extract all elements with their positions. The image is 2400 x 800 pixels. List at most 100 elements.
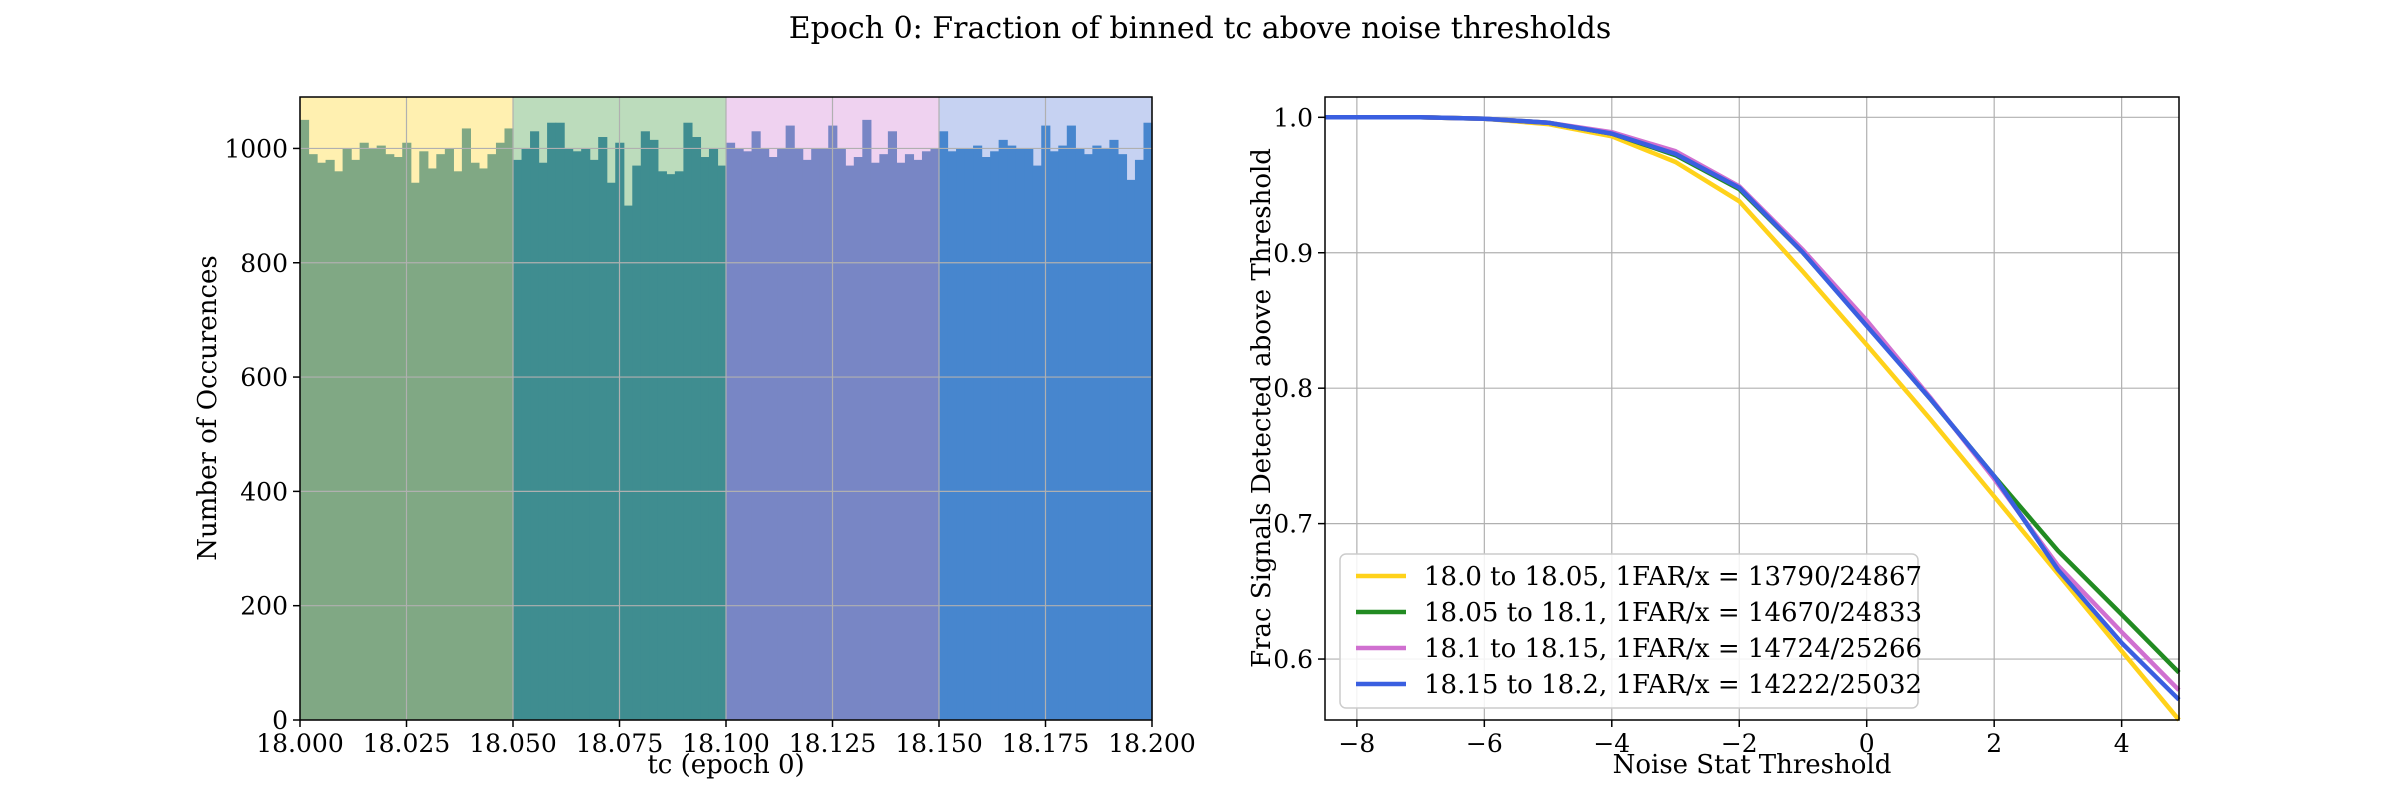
histogram-bar	[811, 148, 821, 720]
x-tick-label: −6	[1466, 729, 1503, 758]
histogram-bar	[342, 148, 352, 720]
histogram-bar	[640, 131, 650, 720]
y-tick-label: 600	[240, 363, 288, 392]
histogram-bar	[513, 159, 523, 720]
y-tick-label: 0	[272, 706, 288, 735]
histogram-bar	[461, 128, 471, 720]
threshold-x-axis-label: Noise Stat Threshold	[1613, 750, 1892, 780]
histogram-bar	[666, 174, 676, 721]
y-tick-label: 1.0	[1273, 103, 1313, 132]
legend-label: 18.15 to 18.2, 1FAR/x = 14222/25032	[1424, 670, 1922, 700]
y-tick-label: 200	[240, 592, 288, 621]
y-tick-label: 1000	[224, 134, 288, 163]
legend-label: 18.05 to 18.1, 1FAR/x = 14670/24833	[1424, 598, 1922, 628]
histogram-bar	[956, 148, 966, 720]
x-tick-label: 0	[1859, 729, 1875, 758]
x-tick-label: 18.175	[1002, 729, 1089, 758]
histogram-bar	[564, 148, 574, 720]
histogram-bar	[1032, 165, 1042, 720]
histogram-bar	[334, 171, 344, 721]
threshold-panel: −8 −6 −4 −2 0 2 4 0.6 0.7 0.8 0.9 1.0 Noise Stat T…	[1247, 96, 2181, 780]
histogram-bar	[913, 159, 923, 720]
histogram-bar	[964, 148, 974, 720]
histogram-bar	[538, 162, 548, 720]
histogram-bar	[589, 159, 599, 720]
legend-label: 18.1 to 18.15, 1FAR/x = 14724/25266	[1424, 634, 1922, 664]
histogram-bar	[879, 154, 889, 721]
histogram-bar	[521, 148, 531, 720]
histogram-bar	[300, 119, 310, 721]
histogram-bar	[921, 151, 932, 721]
y-tick-label: 0.8	[1273, 374, 1313, 403]
histogram-bar	[487, 154, 497, 721]
histogram-bar	[657, 171, 667, 721]
x-tick-label: −8	[1338, 729, 1375, 758]
histogram-bar	[904, 154, 915, 721]
legend-box	[1339, 553, 1919, 709]
histogram-bar	[308, 154, 318, 721]
x-tick-label: 2	[1986, 729, 2002, 758]
histogram-bar	[845, 165, 855, 720]
threshold-y-axis-label: Frac Signals Detected above Threshold	[1247, 148, 1277, 668]
histogram-bar	[785, 125, 795, 720]
histogram-bar	[990, 151, 1000, 721]
histogram-bar	[726, 142, 736, 720]
histogram-bar	[896, 162, 906, 720]
histogram-bar	[1134, 159, 1145, 720]
histogram-bar	[470, 162, 480, 720]
histogram-bar	[376, 145, 386, 720]
histogram-bar	[1117, 154, 1128, 721]
x-tick-label: 18.025	[363, 729, 450, 758]
histogram-bar	[359, 142, 369, 720]
histogram-bar	[478, 168, 489, 721]
x-tick-label: −2	[1721, 729, 1758, 758]
histogram-bar	[939, 131, 949, 720]
histogram-bar	[743, 151, 753, 721]
histogram-bar	[887, 131, 897, 720]
histogram-bar	[1083, 154, 1093, 721]
y-tick-label: 0.7	[1273, 510, 1313, 539]
histogram-bar	[572, 151, 582, 721]
x-tick-label: 18.000	[256, 729, 343, 758]
histogram-bar	[802, 159, 812, 720]
histogram-bar	[700, 157, 710, 720]
histogram-bar	[1100, 148, 1110, 720]
histogram-bar	[410, 182, 420, 720]
histogram-bar	[606, 182, 616, 720]
histogram-x-ticks: 18.000 18.025 18.050 18.075 18.100 18.125 18.1…	[256, 720, 1196, 758]
histogram-bar	[419, 151, 429, 721]
histogram-bar	[547, 122, 557, 720]
histogram-bar	[1066, 125, 1076, 720]
x-tick-label: 18.075	[576, 729, 663, 758]
y-tick-label: 800	[240, 249, 288, 278]
histogram-bar	[683, 122, 693, 720]
x-tick-label: 18.050	[469, 729, 556, 758]
histogram-bar	[385, 154, 395, 721]
threshold-x-ticks: −8 −6 −4 −2 0 2 4	[1338, 720, 2130, 758]
histogram-bar	[1092, 145, 1102, 720]
histogram-bar	[317, 162, 327, 720]
histogram-bar	[1109, 139, 1119, 721]
histogram-bar	[436, 154, 446, 721]
histogram-bar	[734, 148, 744, 720]
histogram-bar	[368, 148, 378, 720]
histogram-bar	[708, 148, 719, 720]
histogram-bar	[444, 148, 454, 720]
histogram-bar	[504, 128, 514, 720]
y-tick-label: 0.9	[1273, 239, 1313, 268]
histogram-bar	[998, 139, 1008, 721]
histogram-bar	[623, 205, 633, 721]
histogram-y-ticks: 0 200 400 600 800 1000	[224, 134, 300, 735]
histogram-bar	[691, 137, 702, 721]
series-line-3	[1325, 115, 2181, 702]
histogram-bar	[495, 142, 506, 720]
threshold-y-ticks: 0.6 0.7 0.8 0.9 1.0	[1273, 103, 1325, 674]
histogram-bar	[717, 165, 727, 720]
histogram-bar	[598, 137, 608, 721]
histogram-x-axis-label: tc (epoch 0)	[647, 750, 804, 780]
x-tick-label: 18.100	[682, 729, 769, 758]
x-tick-label: −4	[1593, 729, 1630, 758]
y-tick-label: 0.6	[1273, 645, 1313, 674]
histogram-bar	[351, 159, 361, 720]
